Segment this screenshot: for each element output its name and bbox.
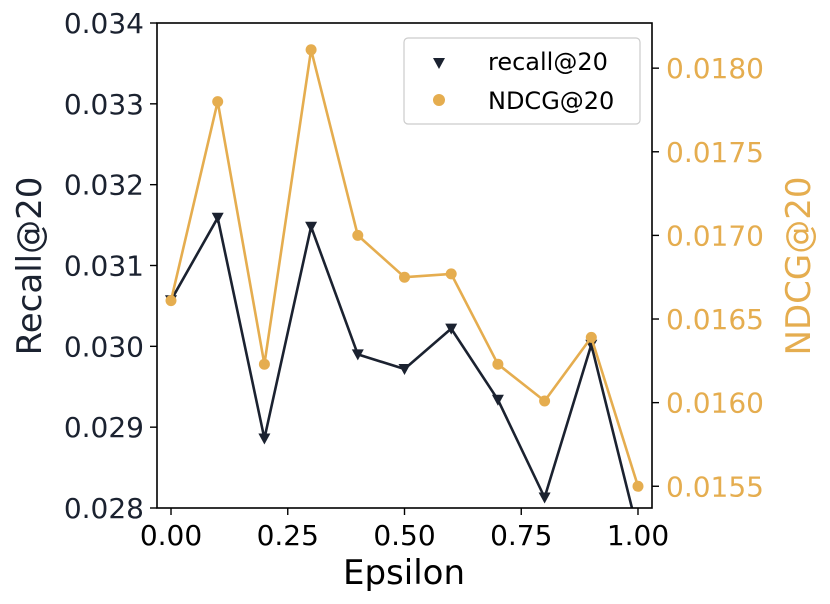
x-tick-label: 0.75 (490, 519, 552, 552)
left-axis-title: Recall@20 (10, 177, 50, 356)
x-tick-label: 0.50 (373, 519, 435, 552)
y-right-tick-label: 0.0170 (666, 219, 764, 252)
data-point-ndcg-20 (632, 480, 644, 492)
data-point-ndcg-20 (165, 295, 177, 307)
data-point-ndcg-20 (539, 395, 551, 407)
y-left-tick-label: 0.032 (64, 169, 144, 202)
data-point-recall-20 (211, 212, 224, 224)
y-right-tick-label: 0.0180 (666, 52, 764, 85)
legend-box (403, 37, 641, 125)
y-left-tick-label: 0.034 (64, 7, 144, 40)
data-point-recall-20 (445, 323, 458, 335)
y-left-tick-label: 0.028 (64, 492, 144, 525)
x-tick-label: 0.25 (257, 519, 319, 552)
series-line-recall-20 (169, 216, 634, 508)
y-left-tick-label: 0.031 (64, 250, 144, 283)
data-point-ndcg-20 (585, 331, 597, 343)
x-tick-label: 0.00 (140, 519, 202, 552)
data-point-ndcg-20 (258, 358, 270, 370)
legend: recall@20 NDCG@20 (403, 37, 641, 125)
y-left-tick-label: 0.029 (64, 411, 144, 444)
y-left-tick-label: 0.030 (64, 330, 144, 363)
data-point-ndcg-20 (445, 268, 457, 280)
data-point-ndcg-20 (305, 44, 317, 56)
data-point-recall-20 (305, 221, 318, 233)
y-right-tick-label: 0.0165 (666, 303, 764, 336)
data-point-ndcg-20 (492, 358, 504, 370)
plot-area (165, 44, 644, 508)
legend-marker-ndcg (433, 94, 445, 106)
y-right-tick-label: 0.0155 (666, 470, 764, 503)
y-left-tick-label: 0.033 (64, 88, 144, 121)
legend-marker-recall (433, 58, 445, 69)
y-right-tick-label: 0.0160 (666, 387, 764, 420)
data-point-recall-20 (398, 364, 411, 375)
data-point-recall-20 (351, 349, 364, 361)
legend-label-recall: recall@20 (488, 48, 608, 76)
data-point-recall-20 (258, 433, 271, 445)
data-point-ndcg-20 (212, 96, 224, 108)
x-axis-title: Epsilon (343, 553, 465, 593)
data-point-recall-20 (491, 394, 504, 406)
axes: 0.00 0.25 0.50 0.75 1.00 0.028 0.029 0.030 0.031… (64, 7, 764, 552)
legend-label-ndcg: NDCG@20 (488, 87, 614, 115)
data-point-recall-20 (538, 492, 551, 504)
data-point-ndcg-20 (352, 229, 364, 241)
right-axis-title: NDCG@20 (779, 177, 819, 356)
data-point-ndcg-20 (399, 271, 410, 283)
y-right-tick-label: 0.0175 (666, 136, 764, 169)
x-tick-label: 1.00 (607, 519, 669, 552)
